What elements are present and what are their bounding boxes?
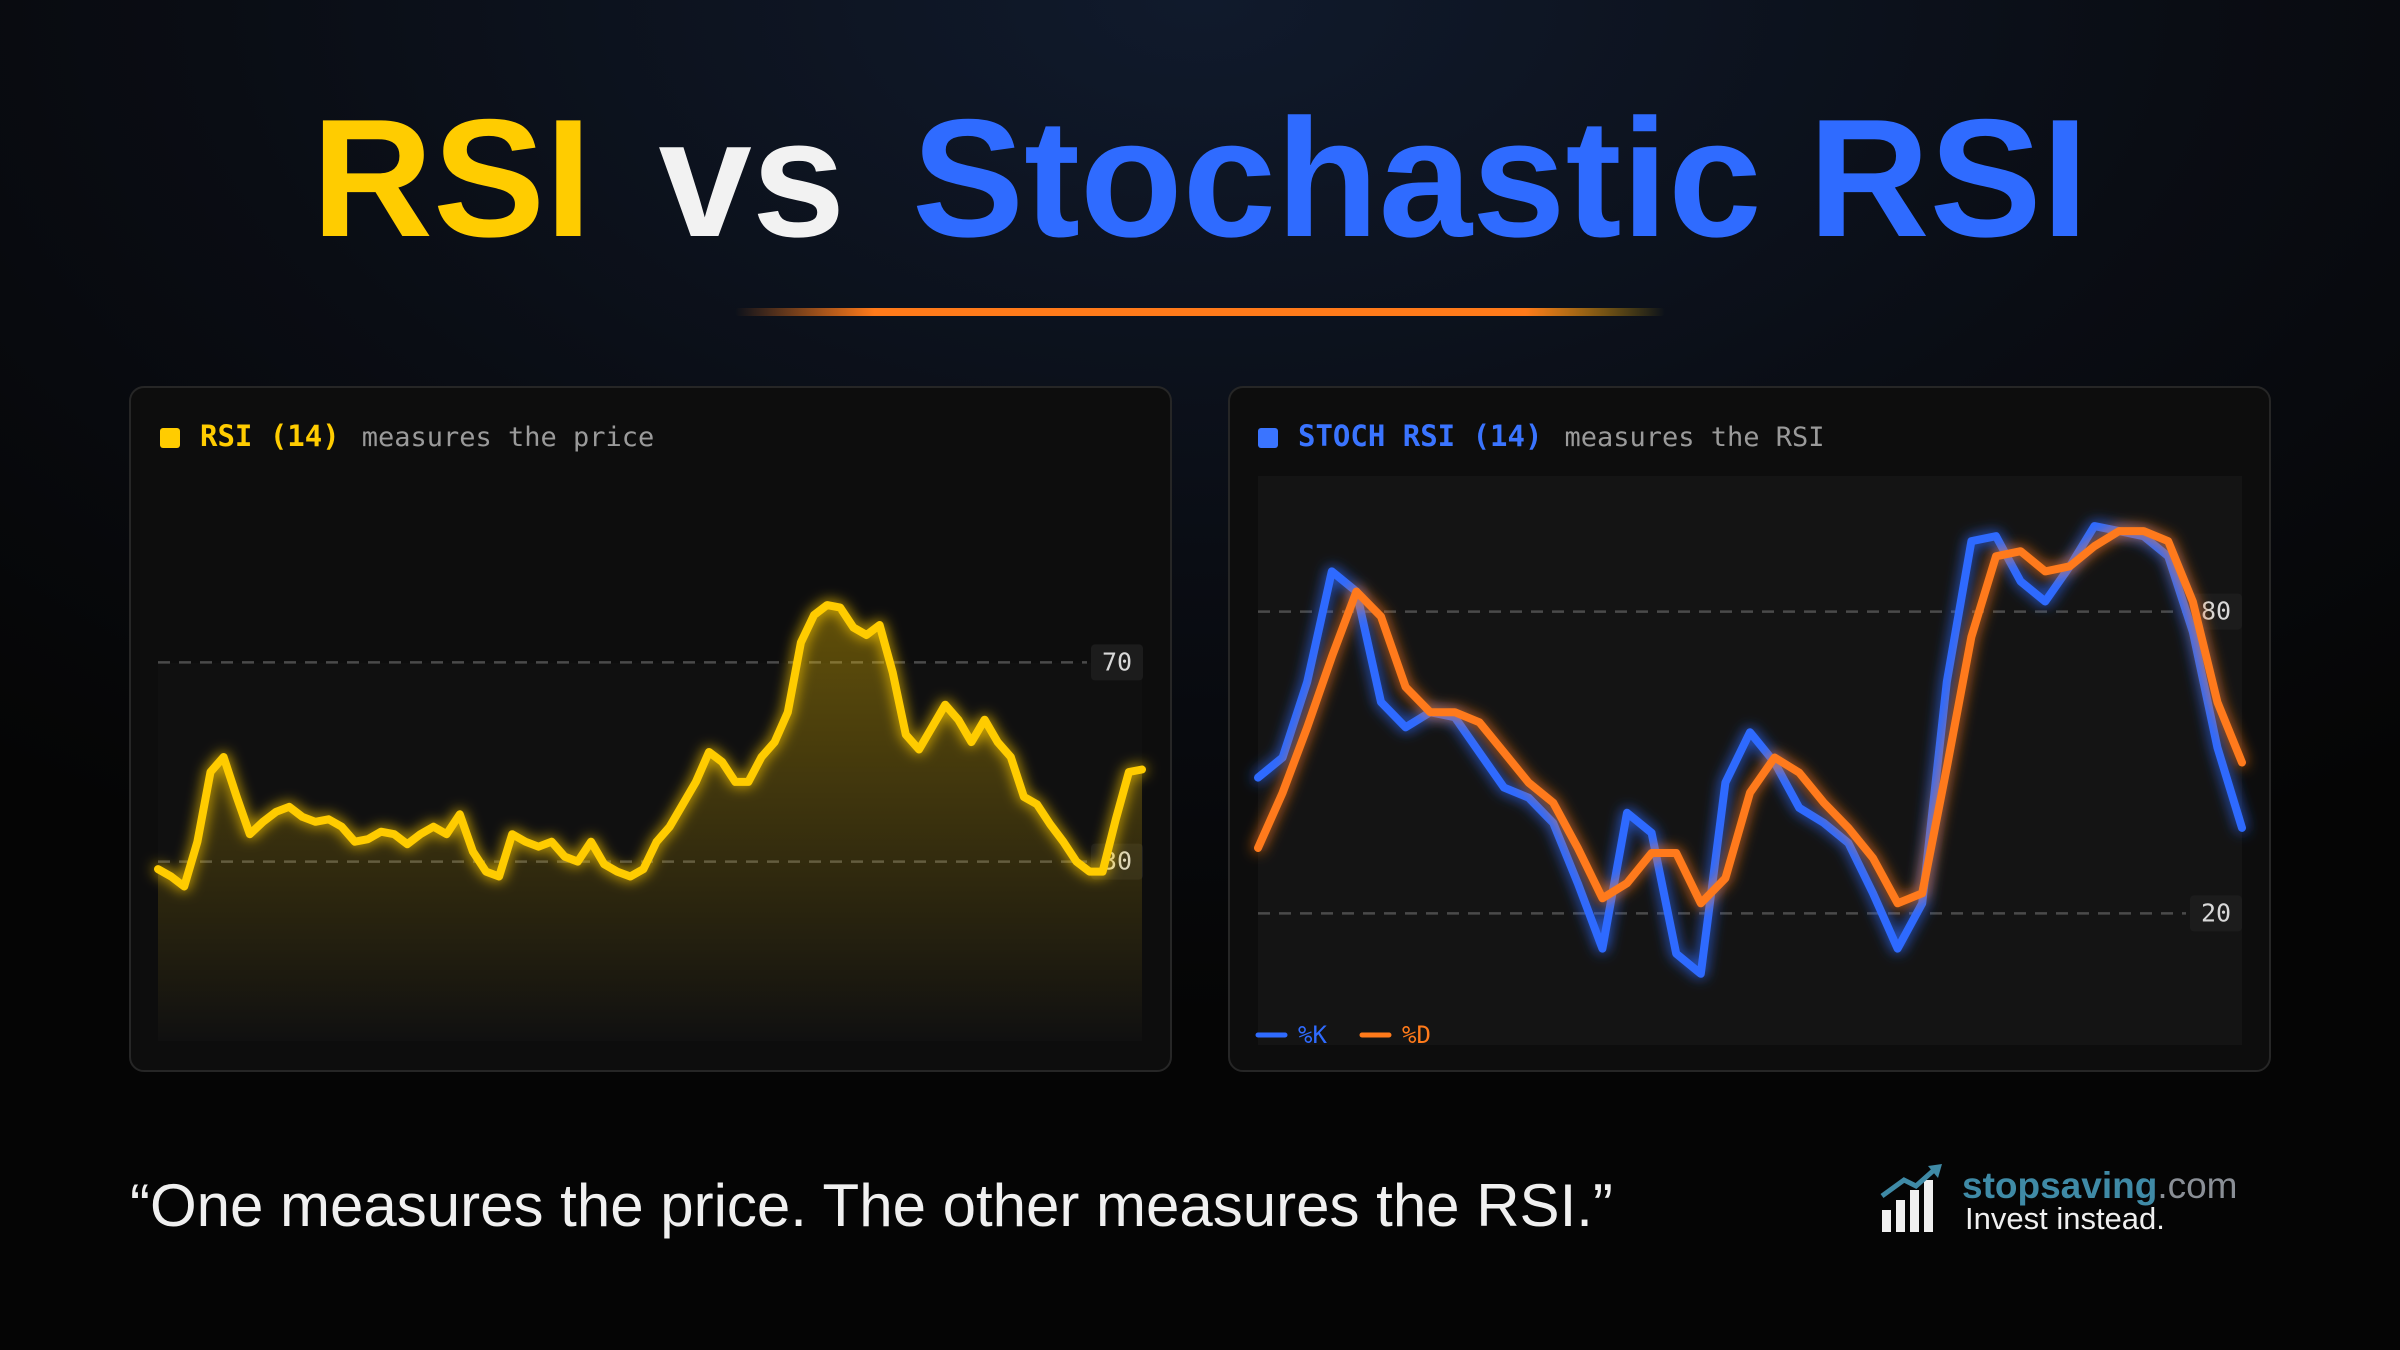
brand-word: stopsaving [1962, 1165, 2157, 1206]
line [1254, 527, 2246, 908]
tick-badge [2190, 593, 2242, 630]
header-marker [160, 428, 180, 448]
brand-name: stopsaving.com [1962, 1165, 2238, 1206]
headline-vs: vs [658, 84, 845, 272]
legend-label: %D [1402, 1021, 1431, 1049]
logo-bar [1896, 1200, 1905, 1232]
logo-bar [1924, 1180, 1933, 1232]
legend-label: %K [1298, 1021, 1327, 1049]
y-tick-label: 70 [1102, 647, 1132, 676]
quote: “One measures the price. The other measu… [130, 1172, 1613, 1239]
header: STOCH RSI (14) measures the RSI [1298, 419, 1825, 453]
headline-underline [735, 308, 1665, 316]
header-title: RSI (14) [200, 419, 340, 453]
logo-bar [1910, 1190, 1919, 1232]
brand-domain: .com [2157, 1165, 2237, 1206]
logo-bar [1882, 1210, 1891, 1232]
headline: RSI vs Stochastic RSI [312, 84, 2089, 272]
charts: RSI (14)measures the price3070STOCH RSI … [154, 419, 2246, 1049]
tick-badge [2190, 895, 2242, 932]
area [158, 605, 1142, 1041]
line [154, 601, 1146, 891]
logo-arrow [1880, 1168, 1936, 1199]
header-subtitle: measures the price [362, 422, 655, 453]
header-subtitle: measures the RSI [1564, 422, 1824, 453]
header-title: STOCH RSI (14) [1298, 419, 1542, 453]
logo-arrow-head [1928, 1164, 1942, 1178]
y-tick-label: 80 [2201, 597, 2231, 626]
brand-tagline: Invest instead. [1965, 1201, 2165, 1236]
brand-logo [1880, 1164, 1942, 1232]
y-tick-label: 20 [2201, 898, 2231, 927]
header: RSI (14) measures the price [200, 419, 654, 453]
line [1254, 522, 2246, 978]
plot-background [1258, 476, 2242, 1045]
headline-stoch: Stochastic RSI [912, 84, 2088, 272]
headline-rsi: RSI [312, 84, 592, 272]
header-marker [1258, 428, 1278, 448]
tick-badge [1091, 644, 1143, 681]
